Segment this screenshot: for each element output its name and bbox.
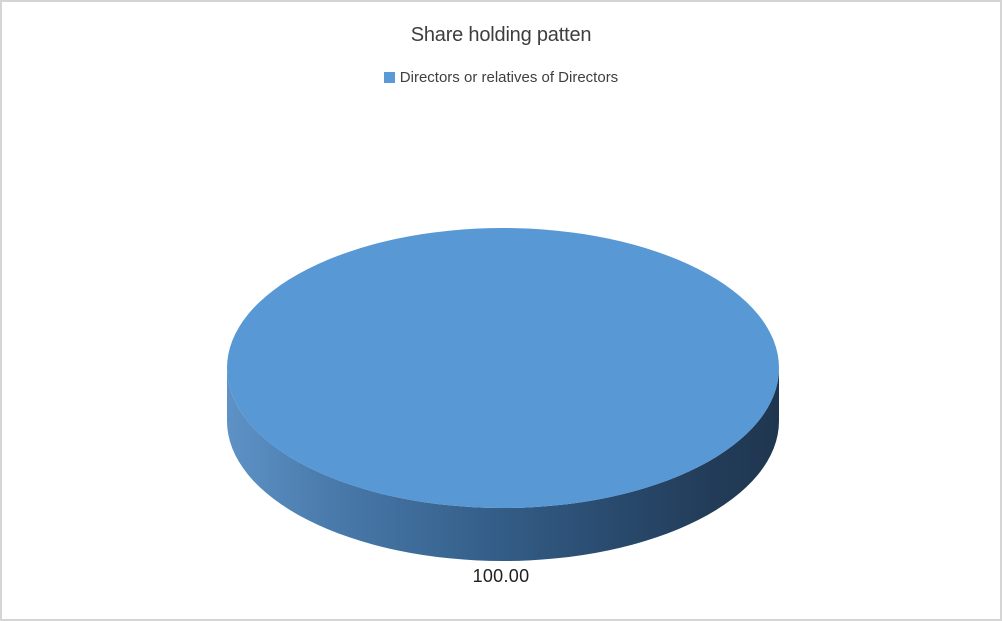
pie-slice-side[interactable] [227,368,779,561]
pie-slice-top[interactable] [227,228,779,508]
legend-swatch-icon [383,71,395,83]
pie-data-label: 100.00 [472,566,530,586]
legend: Directors or relatives of Directors [2,67,1000,87]
legend-item[interactable]: Directors or relatives of Directors [383,67,619,87]
legend-item-label: Directors or relatives of Directors [399,68,619,86]
chart-title: Share holding patten [410,24,592,46]
